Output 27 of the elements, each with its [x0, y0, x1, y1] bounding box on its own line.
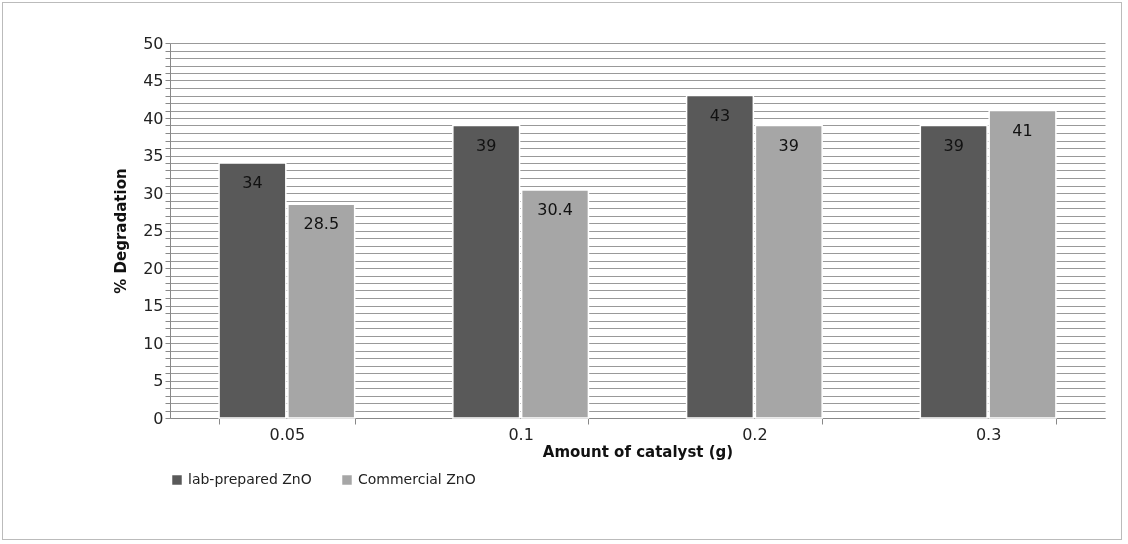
- y-tick-label: 10: [143, 333, 164, 353]
- x-axis-title: Amount of catalyst (g): [542, 442, 734, 461]
- x-tick-label: 0.3: [975, 424, 1002, 444]
- y-tick-label: 5: [153, 371, 164, 390]
- data-label: 34: [242, 173, 263, 192]
- y-tick-label: 0: [153, 408, 164, 428]
- x-tick-label: 0.2: [742, 424, 768, 444]
- data-label: 39: [778, 135, 799, 155]
- data-label: 43: [709, 105, 731, 125]
- data-label: 30.4: [537, 200, 573, 219]
- data-label: 28.5: [303, 214, 340, 234]
- x-tick-label: 0.1: [508, 424, 534, 444]
- y-tick-label: 20: [143, 258, 164, 278]
- y-tick-label: 15: [143, 296, 164, 315]
- legend-label: lab-prepared ZnO: [188, 471, 312, 487]
- y-tick-label: 35: [143, 146, 164, 165]
- y-tick-label: 40: [143, 108, 164, 128]
- x-tick-label: 0.05: [269, 424, 306, 444]
- y-tick-label: 30: [143, 183, 164, 203]
- y-axis-title: % Degradation: [112, 168, 131, 294]
- legend-label: Commercial ZnO: [358, 471, 476, 487]
- y-tick-label: 25: [143, 221, 164, 240]
- data-label: 39: [943, 135, 964, 155]
- data-label: 41: [1012, 120, 1033, 140]
- data-label: 39: [476, 135, 497, 155]
- y-tick-label: 45: [143, 71, 164, 90]
- y-tick-label: 50: [143, 33, 164, 53]
